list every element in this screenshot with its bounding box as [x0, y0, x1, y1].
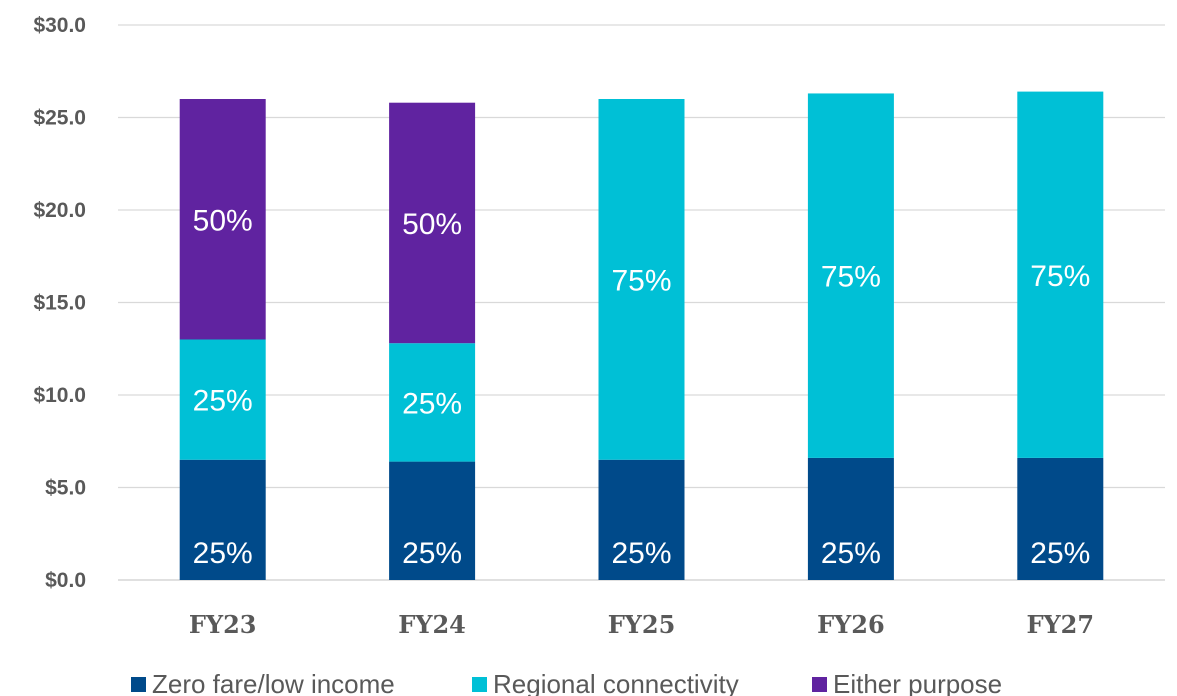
y-tick-label: $5.0 — [45, 477, 86, 500]
data-label: 25% — [821, 537, 881, 570]
y-tick-label: $15.0 — [33, 292, 86, 315]
category-label: FY24 — [398, 610, 466, 639]
legend-swatch — [472, 677, 487, 692]
y-tick-label: $10.0 — [33, 384, 86, 407]
data-label: 50% — [402, 208, 462, 241]
bar-segment — [389, 343, 476, 462]
y-tick-label: $20.0 — [33, 199, 86, 222]
bar-segment — [179, 339, 266, 460]
data-label: 25% — [193, 537, 253, 570]
y-axis-tick-labels: $0.0 $5.0 $10.0 $15.0 $20.0 $25.0 $30.0 — [33, 14, 86, 592]
bar-segment — [1017, 91, 1104, 458]
data-label: 75% — [821, 261, 881, 294]
bar-segment — [807, 457, 894, 580]
data-label: 25% — [1030, 537, 1090, 570]
legend-label: Either purpose — [833, 669, 1002, 696]
data-label: 25% — [611, 537, 671, 570]
bar-segment — [598, 459, 685, 580]
category-label: FY26 — [817, 610, 885, 639]
y-tick-label: $25.0 — [33, 107, 86, 130]
bar-segment — [807, 93, 894, 458]
data-labels: 25% 25% 50% 25% 25% 50% 25% 75% 25% 75% 25% 75% — [193, 204, 1091, 570]
data-label: 75% — [611, 264, 671, 297]
data-label: 75% — [1030, 260, 1090, 293]
data-label: 25% — [402, 387, 462, 420]
legend-label: Zero fare/low income — [152, 669, 395, 696]
data-label: 25% — [193, 385, 253, 418]
bar-segment — [389, 102, 476, 344]
legend-label: Regional connectivity — [493, 669, 739, 696]
category-label: FY23 — [189, 610, 257, 639]
category-label: FY25 — [608, 610, 676, 639]
legend-swatch — [812, 677, 827, 692]
y-tick-label: $30.0 — [33, 14, 86, 37]
bar-segment — [389, 461, 476, 580]
y-tick-label: $0.0 — [45, 569, 86, 592]
category-label: FY27 — [1027, 610, 1095, 639]
bars — [179, 91, 1104, 580]
bar-segment — [179, 99, 266, 340]
bar-segment — [179, 459, 266, 580]
legend-swatch — [131, 677, 146, 692]
x-axis-category-labels: FY23 FY24 FY25 FY26 FY27 — [189, 610, 1094, 639]
data-label: 50% — [193, 204, 253, 237]
data-label: 25% — [402, 537, 462, 570]
bar-segment — [598, 99, 685, 460]
bar-segment — [1017, 457, 1104, 580]
legend: Zero fare/low income Regional connectivit… — [131, 669, 1002, 696]
